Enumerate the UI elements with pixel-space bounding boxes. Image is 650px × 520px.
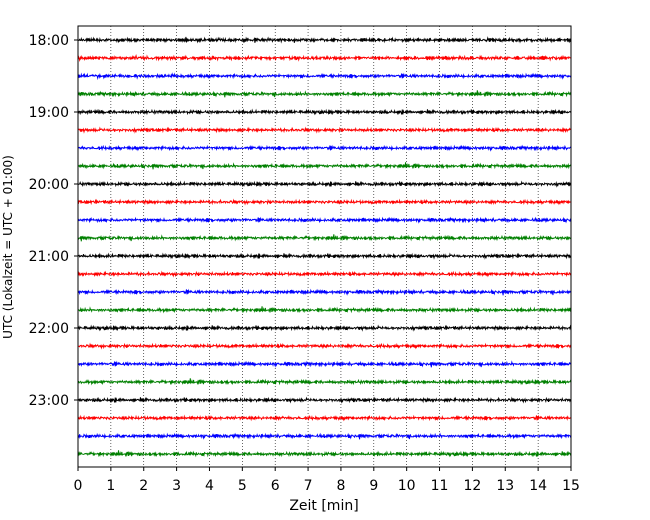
trace-line <box>77 144 572 152</box>
trace-line <box>77 414 572 422</box>
trace-line <box>77 288 572 296</box>
x-tick-label: 0 <box>74 478 83 494</box>
trace-line <box>77 234 572 242</box>
trace-line <box>77 180 572 188</box>
x-tick-label: 10 <box>398 478 416 494</box>
trace-line <box>77 378 572 386</box>
trace-line <box>77 216 572 224</box>
x-tick-label: 13 <box>496 478 514 494</box>
y-tick-label: 20:00 <box>29 177 69 193</box>
trace-line <box>77 342 572 350</box>
trace-line <box>77 72 572 81</box>
x-axis-ticks: 0 1 2 3 4 5 6 7 8 9 10 11 12 13 14 15 <box>74 467 580 494</box>
y-tick-label: 18:00 <box>29 33 69 49</box>
trace-line <box>77 90 572 98</box>
x-tick-label: 5 <box>238 478 247 494</box>
plot-frame <box>77 25 572 468</box>
x-tick-label: 4 <box>205 478 214 494</box>
trace-line <box>77 432 572 440</box>
trace-line <box>77 198 572 206</box>
y-tick-label: 19:00 <box>29 105 69 121</box>
trace-line <box>77 126 572 134</box>
trace-line <box>77 360 572 368</box>
x-axis-label: Zeit [min] <box>289 498 358 514</box>
x-tick-label: 8 <box>336 478 345 494</box>
trace-line <box>77 252 572 260</box>
y-tick-label: 23:00 <box>29 393 69 409</box>
seismic-traces <box>77 36 572 458</box>
x-tick-label: 14 <box>529 478 547 494</box>
y-axis-ticks: 18:00 19:00 20:00 21:00 22:00 23:00 <box>29 33 78 409</box>
y-tick-label: 21:00 <box>29 249 69 265</box>
trace-line <box>77 306 572 314</box>
x-tick-label: 12 <box>463 478 481 494</box>
x-tick-label: 11 <box>431 478 449 494</box>
trace-line <box>77 324 572 332</box>
x-tick-label: 1 <box>106 478 115 494</box>
x-tick-label: 2 <box>139 478 148 494</box>
x-tick-label: 15 <box>562 478 580 494</box>
trace-line <box>77 162 572 170</box>
x-tick-label: 7 <box>304 478 313 494</box>
trace-line <box>77 396 572 404</box>
y-tick-label: 22:00 <box>29 321 69 337</box>
trace-line <box>77 54 572 63</box>
x-tick-label: 6 <box>271 478 280 494</box>
trace-line <box>77 36 572 44</box>
trace-line <box>77 270 572 278</box>
x-tick-label: 9 <box>369 478 378 494</box>
y-axis-label: UTC (Lokalzeit = UTC + 01:00) <box>1 155 15 339</box>
trace-line <box>77 108 572 116</box>
x-tick-label: 3 <box>172 478 181 494</box>
trace-line <box>77 450 572 458</box>
